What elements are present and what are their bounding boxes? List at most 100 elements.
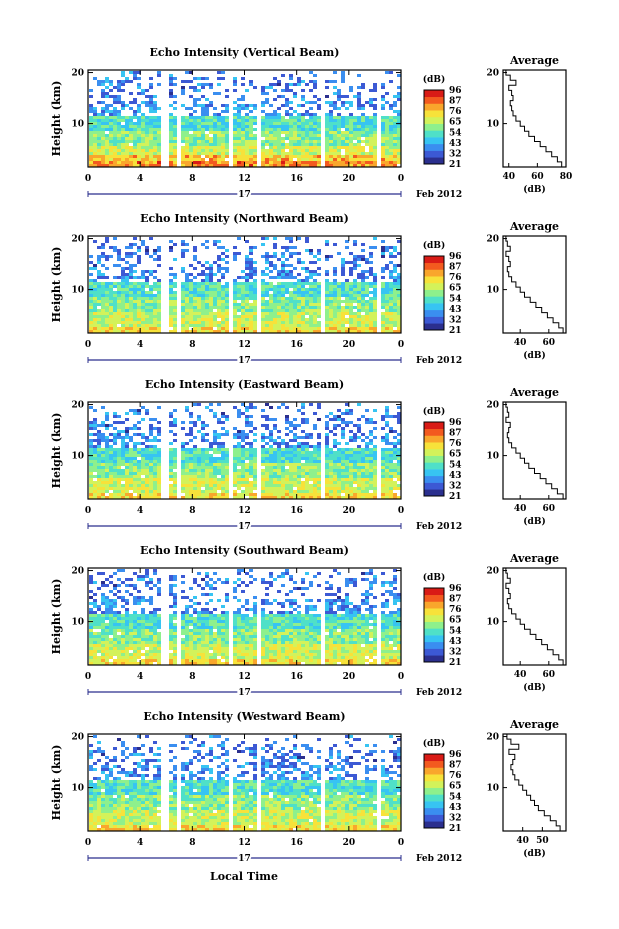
- heatmap-cell: [173, 161, 177, 164]
- heatmap-cell: [217, 481, 221, 484]
- heatmap-cell: [325, 137, 329, 140]
- heatmap-cell: [105, 137, 109, 140]
- heatmap-cell: [313, 324, 317, 327]
- heatmap-cell: [397, 240, 401, 243]
- heatmap-cell: [181, 80, 185, 83]
- heatmap-cell: [297, 291, 301, 294]
- heatmap-cell: [181, 267, 185, 270]
- heatmap-cell: [173, 463, 177, 466]
- heatmap-cell: [89, 149, 93, 152]
- heatmap-cell: [369, 158, 373, 161]
- heatmap-cell: [297, 309, 301, 312]
- heatmap-cell: [369, 318, 373, 321]
- heatmap-cell: [145, 484, 149, 487]
- heatmap-cell: [117, 297, 121, 300]
- heatmap-cell: [225, 327, 229, 330]
- heatmap-cell: [129, 469, 133, 472]
- heatmap-cell: [269, 297, 273, 300]
- heatmap-cell: [169, 131, 173, 134]
- heatmap-cell: [213, 430, 217, 433]
- heatmap-cell: [341, 466, 345, 469]
- heatmap-cell: [349, 116, 353, 119]
- heatmap-cell: [141, 490, 145, 493]
- heatmap-cell: [337, 454, 341, 457]
- heatmap-cell: [157, 116, 161, 119]
- heatmap-cell: [357, 92, 361, 95]
- heatmap-cell: [249, 421, 253, 424]
- heatmap-cell: [281, 74, 285, 77]
- heatmap-cell: [205, 303, 209, 306]
- heatmap-cell: [329, 303, 333, 306]
- heatmap-cell: [153, 249, 157, 252]
- heatmap-cell: [301, 463, 305, 466]
- heatmap-cell: [309, 315, 313, 318]
- heatmap-cell: [393, 493, 397, 496]
- heatmap-cell: [117, 451, 121, 454]
- heatmap-cell: [241, 143, 245, 146]
- heatmap-cell: [305, 152, 309, 155]
- heatmap-cell: [169, 578, 173, 581]
- heatmap-cell: [121, 149, 125, 152]
- heatmap-cell: [293, 469, 297, 472]
- heatmap-cells: [89, 237, 401, 333]
- heatmap-cell: [217, 131, 221, 134]
- colorbar-frame: [423, 255, 445, 331]
- heatmap-cell: [317, 149, 321, 152]
- heatmap-cell: [253, 406, 257, 409]
- heatmap-cell: [393, 575, 397, 578]
- heatmap-cell: [141, 466, 145, 469]
- heatmap-cell: [193, 110, 197, 113]
- heatmap-cell: [137, 309, 141, 312]
- heatmap-cell: [289, 472, 293, 475]
- heatmap-cell: [157, 146, 161, 149]
- heatmap-cell: [137, 575, 141, 578]
- heatmap-cell: [101, 282, 105, 285]
- heatmap-cell: [153, 137, 157, 140]
- heatmap-cell: [89, 490, 93, 493]
- heatmap-cell: [341, 330, 345, 333]
- heatmap-cell: [157, 312, 161, 315]
- heatmap-cell: [241, 297, 245, 300]
- heatmap-cell: [197, 306, 201, 309]
- heatmap-cell: [129, 285, 133, 288]
- heatmap-cell: [89, 575, 93, 578]
- heatmap-cell: [197, 448, 201, 451]
- heatmap-cell: [309, 149, 313, 152]
- heatmap-cell: [289, 101, 293, 104]
- heatmap-cell: [313, 457, 317, 460]
- heatmap-cell: [293, 288, 297, 291]
- heatmap-cell: [109, 303, 113, 306]
- heatmap-cell: [345, 143, 349, 146]
- heatmap-cell: [93, 493, 97, 496]
- heatmap-cell: [93, 496, 97, 499]
- heatmap-cell: [225, 116, 229, 119]
- heatmap-cell: [365, 303, 369, 306]
- profile-y-tick-label: 10: [486, 452, 499, 462]
- heatmap-cell: [141, 493, 145, 496]
- x-tick-label: 20: [343, 174, 356, 184]
- heatmap-cell: [345, 119, 349, 122]
- heatmap-cell: [353, 258, 357, 261]
- heatmap-cell: [193, 282, 197, 285]
- heatmap-cell: [361, 309, 365, 312]
- heatmap-cell: [337, 457, 341, 460]
- heatmap-cell: [265, 442, 269, 445]
- heatmap-cell: [233, 152, 237, 155]
- heatmap-cell: [253, 140, 257, 143]
- heatmap-cell: [313, 330, 317, 333]
- heatmap-cell: [237, 113, 241, 116]
- heatmap-cell: [201, 318, 205, 321]
- heatmap-cell: [249, 451, 253, 454]
- heatmap-cell: [189, 493, 193, 496]
- heatmap-cell: [389, 80, 393, 83]
- heatmap-cell: [273, 418, 277, 421]
- heatmap-cell: [193, 303, 197, 306]
- heatmap-cell: [113, 297, 117, 300]
- heatmap-cell: [265, 161, 269, 164]
- heatmap-cell: [133, 237, 137, 240]
- heatmap-cell: [213, 140, 217, 143]
- heatmap-cell: [309, 273, 313, 276]
- heatmap-cell: [297, 457, 301, 460]
- heatmap-cell: [373, 291, 377, 294]
- heatmap-cell: [201, 113, 205, 116]
